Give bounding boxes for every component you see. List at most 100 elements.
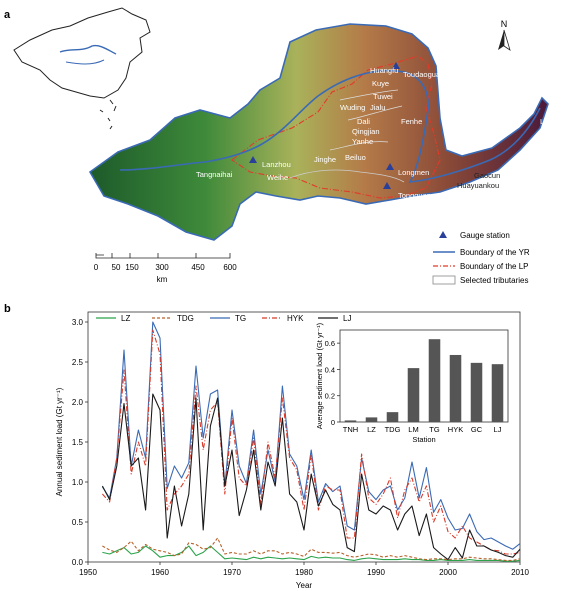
place-label: Huayuankou — [457, 181, 499, 190]
place-label: Jinghe — [314, 155, 336, 164]
scale-tick: 0 — [94, 263, 99, 272]
inset-x-tick-label: LJ — [494, 425, 502, 434]
series-line-tg — [101, 321, 521, 550]
scale-tick: 600 — [223, 263, 237, 272]
bar-tg — [428, 339, 441, 422]
inset-river — [65, 59, 105, 65]
inset-bar-chart: 0 0.2 0.4 0.6 TNH LZ TDG LM TG HYK GC LJ Station Aver… — [315, 322, 509, 444]
place-label: Huangfu — [370, 66, 398, 75]
inset-frame — [339, 329, 509, 423]
y-tick-label: 2.5 — [72, 358, 84, 367]
x-tick-label: 1960 — [151, 568, 169, 577]
place-label: Lanzhou — [262, 160, 291, 169]
bar-lz — [365, 417, 378, 422]
place-label: Tuwei — [373, 92, 393, 101]
inset-yellow-river — [59, 44, 117, 55]
bar-lj — [491, 364, 504, 422]
y-tick-label: 0.5 — [72, 518, 84, 527]
series-line-lj — [101, 393, 521, 561]
gauge-station-longmen — [386, 163, 394, 170]
north-arrow-icon — [503, 29, 511, 51]
bar-hyk — [449, 354, 462, 422]
lp-boundary — [231, 55, 441, 199]
place-label: Weihe — [267, 173, 288, 182]
panel-a: a Huangfu Toudaoguai Kuye T — [4, 7, 553, 285]
series-line-lz — [102, 545, 521, 562]
x-axis-title: Year — [296, 581, 313, 590]
gauge-legend-icon — [439, 231, 447, 238]
inset-x-tick-label: HYK — [448, 425, 463, 434]
inset-y-tick-label: 0.4 — [325, 365, 335, 374]
inset-x-tick-label: TDG — [385, 425, 401, 434]
x-tick-label: 1990 — [367, 568, 385, 577]
scale-unit: km — [157, 275, 168, 284]
main-series — [101, 321, 521, 562]
place-label: Toudaoguai — [403, 70, 442, 79]
china-outline — [13, 7, 151, 99]
gauge-station-tongguan — [383, 182, 391, 189]
north-arrow-icon — [498, 30, 504, 50]
x-tick-label: 1980 — [295, 568, 313, 577]
inset-y-axis-title: Average sediment load (Gt yr⁻¹) — [315, 322, 324, 429]
place-label: Lijin — [540, 117, 553, 126]
place-labels: Huangfu Toudaoguai Kuye Tuwei Wuding Jia… — [196, 66, 553, 200]
place-label: Fenhe — [401, 117, 422, 126]
place-label: Jialu — [370, 103, 385, 112]
tributary-outlines — [329, 89, 403, 151]
series-line-tdg — [102, 537, 521, 561]
bar-lm — [407, 368, 420, 422]
yellow-river-basin-map: Huangfu Toudaoguai Kuye Tuwei Wuding Jia… — [88, 23, 553, 241]
inset-islands — [99, 99, 117, 130]
scale-bar: 0 50 150 300 450 600 km — [94, 253, 237, 284]
inset-y-tick-label: 0 — [331, 418, 335, 427]
scale-tick: 300 — [155, 263, 169, 272]
panel-b: b 0.0 0.5 1.0 1.5 2.0 2.5 3.0 1950 1960 1970 1980 1… — [4, 303, 529, 590]
x-tick-label: 2000 — [439, 568, 457, 577]
y-axis-title: Annual sediment load (Gt yr⁻¹) — [55, 387, 64, 496]
map-legend-label: Boundary of the YR — [460, 248, 530, 257]
bar-gc — [470, 362, 483, 422]
scale-bar-line — [95, 253, 231, 259]
legend-label: LJ — [343, 314, 351, 323]
north-label: N — [501, 19, 508, 29]
weihe-tributary — [289, 169, 405, 183]
legend-label: TG — [235, 314, 246, 323]
north-arrow: N — [498, 19, 511, 51]
map-legend-label: Selected tributaries — [460, 276, 528, 285]
place-label: Kuye — [372, 79, 389, 88]
y-tick-label: 2.0 — [72, 398, 84, 407]
y-tick-label: 1.5 — [72, 438, 84, 447]
scale-tick: 50 — [112, 263, 121, 272]
place-label: Tangnaihai — [196, 170, 233, 179]
panel-b-label: b — [4, 303, 11, 315]
inset-x-tick-label: GC — [471, 425, 483, 434]
inset-x-tick-label: LZ — [367, 425, 376, 434]
inset-x-tick-label: TG — [429, 425, 440, 434]
inset-x-tick-label: LM — [408, 425, 418, 434]
place-label: Tongguan — [398, 191, 431, 200]
place-label: Yanhe — [352, 137, 373, 146]
legend-label: HYK — [287, 314, 304, 323]
gauge-station-lanzhou — [249, 156, 257, 163]
place-label: Gaocun — [474, 171, 500, 180]
map-legend-label: Boundary of the LP — [460, 262, 529, 271]
place-label: Beiluo — [345, 153, 366, 162]
panel-a-label: a — [4, 9, 11, 21]
inset-x-tick-label: TNH — [343, 425, 358, 434]
legend-label: TDG — [177, 314, 194, 323]
china-inset-map — [13, 7, 151, 130]
y-tick-label: 3.0 — [72, 318, 84, 327]
x-tick-label: 2010 — [511, 568, 529, 577]
x-tick-label: 1970 — [223, 568, 241, 577]
scale-tick: 450 — [191, 263, 205, 272]
gauge-station-toudaoguai — [392, 62, 400, 69]
chart-legend: LZ TDG TG HYK LJ — [96, 314, 351, 323]
x-tick-label: 1950 — [79, 568, 97, 577]
y-tick-label: 0.0 — [72, 558, 84, 567]
inset-x-axis-title: Station — [412, 435, 435, 444]
tributary-legend-box — [432, 275, 456, 285]
main-axes: 0.0 0.5 1.0 1.5 2.0 2.5 3.0 1950 1960 1970 1980 199… — [55, 318, 529, 590]
bar-tdg — [386, 412, 399, 422]
